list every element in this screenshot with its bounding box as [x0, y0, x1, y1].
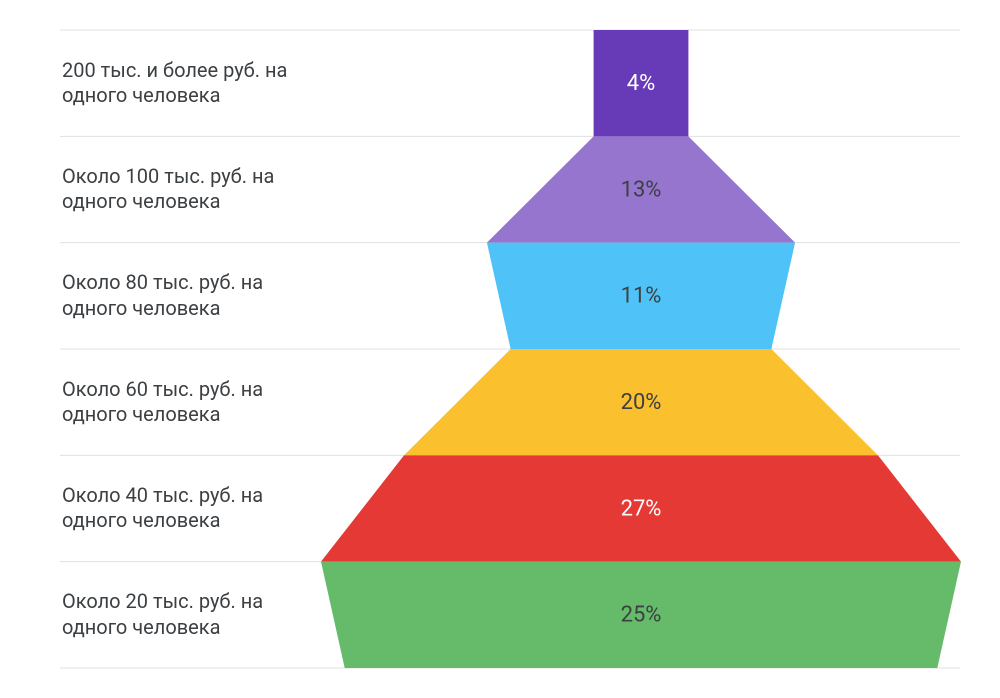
funnel-chart: 4% 13% 11% 20% 27% 25% 200 тыс. и более руб. … [0, 0, 1000, 698]
label-text: Около 60 тыс. руб. на одного человека [62, 377, 332, 428]
funnel-row-label: Около 80 тыс. руб. на одного человека [62, 243, 332, 349]
funnel-value: 25% [621, 603, 662, 628]
label-text: Около 100 тыс. руб. на одного человека [62, 164, 332, 215]
funnel-value: 20% [621, 390, 662, 415]
funnel-row-label: Около 20 тыс. руб. на одного человека [62, 562, 332, 668]
funnel-value: 4% [627, 71, 655, 96]
funnel-value: 27% [621, 496, 662, 521]
label-text: Около 80 тыс. руб. на одного человека [62, 270, 332, 321]
funnel-row-label: 200 тыс. и более руб. на одного человека [62, 30, 332, 136]
label-text: Около 40 тыс. руб. на одного человека [62, 483, 332, 534]
funnel-row-label: Около 60 тыс. руб. на одного человека [62, 349, 332, 455]
funnel-row-label: Около 40 тыс. руб. на одного человека [62, 455, 332, 561]
funnel-value: 11% [621, 284, 662, 309]
funnel-labels: 200 тыс. и более руб. на одного человека… [62, 0, 332, 698]
label-text: Около 20 тыс. руб. на одного человека [62, 589, 332, 640]
funnel-row-label: Около 100 тыс. руб. на одного человека [62, 136, 332, 242]
funnel-value: 13% [621, 177, 662, 202]
label-text: 200 тыс. и более руб. на одного человека [62, 58, 332, 109]
